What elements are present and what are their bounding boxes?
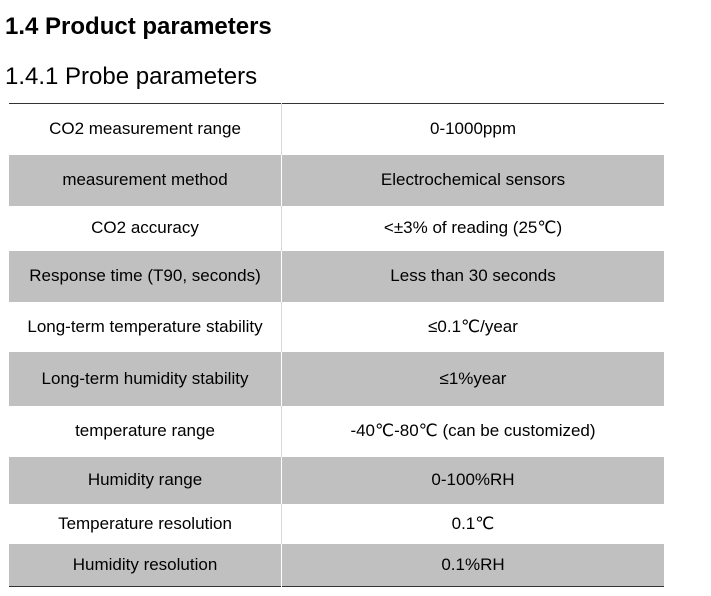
section-heading: 1.4 Product parameters xyxy=(5,13,272,40)
table-row: measurement method Electrochemical senso… xyxy=(9,154,664,206)
parameter-value: 0.1℃ xyxy=(281,503,664,544)
parameter-name: Long-term temperature stability xyxy=(9,301,282,352)
table-row: Long-term temperature stability ≤0.1℃/ye… xyxy=(9,301,664,352)
probe-parameters-table-body: CO2 measurement range 0-1000ppm measurem… xyxy=(9,103,664,587)
parameter-name: measurement method xyxy=(9,154,282,206)
parameter-name: Humidity resolution xyxy=(9,543,282,587)
table-row: Long-term humidity stability ≤1%year xyxy=(9,351,664,406)
parameter-value: <±3% of reading (25℃) xyxy=(281,205,664,251)
parameter-value: Less than 30 seconds xyxy=(281,250,664,302)
parameter-value: Electrochemical sensors xyxy=(281,154,664,206)
parameter-name: Long-term humidity stability xyxy=(9,351,282,406)
table-row: Response time (T90, seconds) Less than 3… xyxy=(9,250,664,302)
table-row: Humidity range 0-100%RH xyxy=(9,456,664,504)
table-row: CO2 accuracy <±3% of reading (25℃) xyxy=(9,205,664,251)
parameter-value: -40℃-80℃ (can be customized) xyxy=(281,405,664,457)
subsection-heading: 1.4.1 Probe parameters xyxy=(5,63,258,90)
probe-parameters-table: CO2 measurement range 0-1000ppm measurem… xyxy=(9,103,664,587)
parameter-value: 0.1%RH xyxy=(281,543,664,587)
parameter-value: 0-1000ppm xyxy=(281,103,664,155)
parameter-name: temperature range xyxy=(9,405,282,457)
parameter-value: 0-100%RH xyxy=(281,456,664,504)
parameter-name: Response time (T90, seconds) xyxy=(9,250,282,302)
parameter-name: CO2 accuracy xyxy=(9,205,282,251)
table-row: Humidity resolution 0.1%RH xyxy=(9,543,664,587)
parameter-name: Temperature resolution xyxy=(9,503,282,544)
table-row: Temperature resolution 0.1℃ xyxy=(9,503,664,544)
table-row: CO2 measurement range 0-1000ppm xyxy=(9,103,664,155)
parameter-name: CO2 measurement range xyxy=(9,103,282,155)
parameter-value: ≤0.1℃/year xyxy=(281,301,664,352)
table-row: temperature range -40℃-80℃ (can be custo… xyxy=(9,405,664,457)
parameter-name: Humidity range xyxy=(9,456,282,504)
parameter-value: ≤1%year xyxy=(281,351,664,406)
